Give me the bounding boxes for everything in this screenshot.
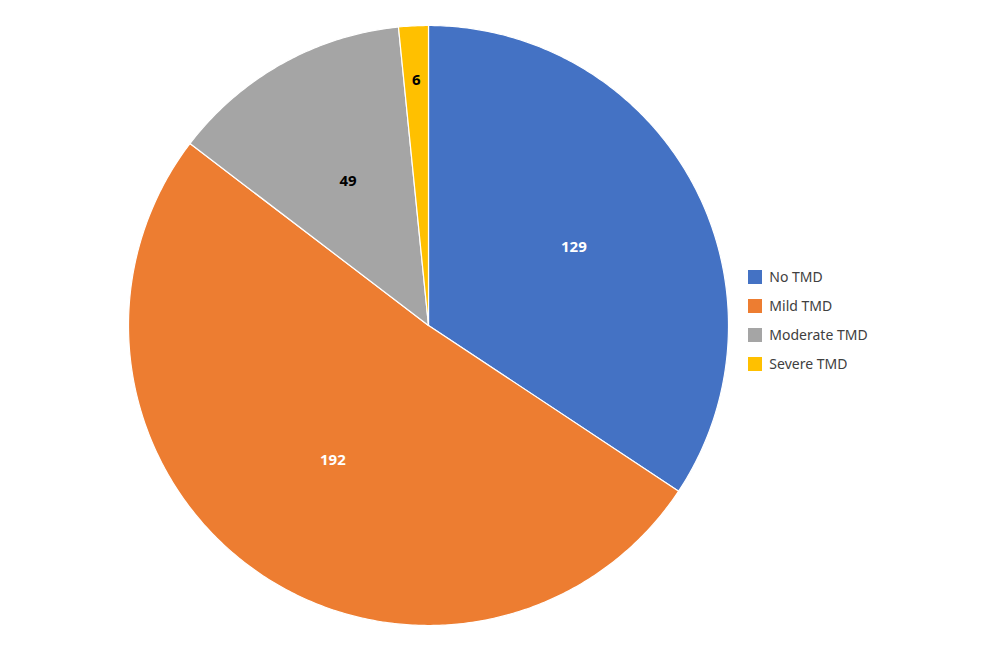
html-text:No TMD: No TMD — [769, 267, 823, 286]
svg-text:192: 192 — [320, 448, 346, 468]
html-text:Severe TMD: Severe TMD — [769, 354, 848, 373]
html-text:Moderate TMD: Moderate TMD — [769, 325, 868, 344]
svg-text:129: 129 — [561, 236, 587, 256]
svg-text:49: 49 — [340, 170, 358, 190]
svg-text:6: 6 — [412, 68, 421, 88]
html-text:Mild TMD: Mild TMD — [769, 296, 833, 315]
